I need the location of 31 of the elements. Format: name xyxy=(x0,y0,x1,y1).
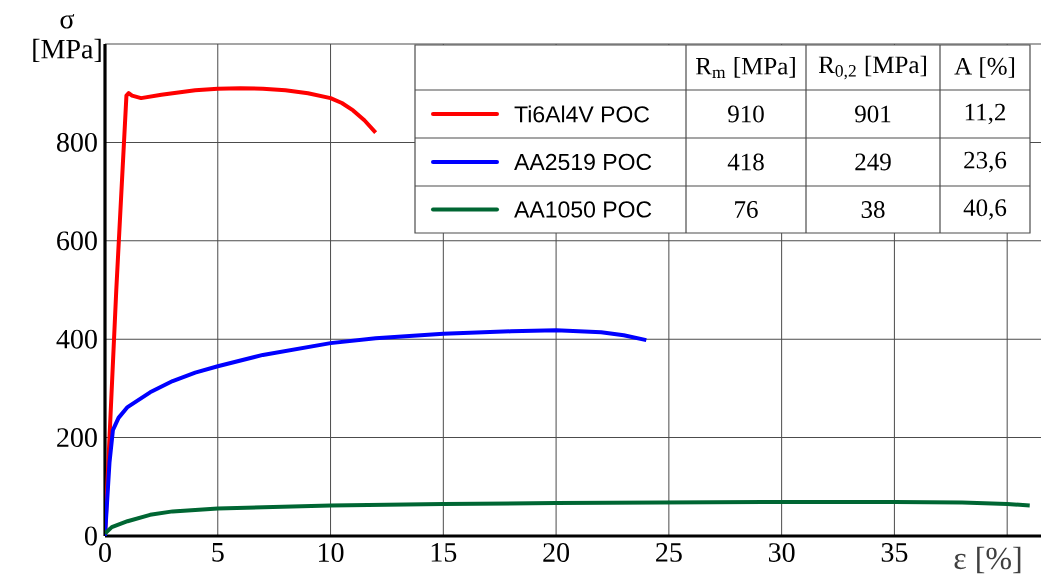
annotation: 418 xyxy=(727,153,764,171)
annotation: 11,2 xyxy=(965,103,1006,125)
annotation: 901 xyxy=(855,105,891,123)
y-tick-label: 0 xyxy=(85,526,97,546)
y-axis-title: σ [MPa] xyxy=(33,13,101,63)
legend-label: Ti6Al4V POC xyxy=(514,105,650,123)
x-tick-label: 10 xyxy=(318,543,344,562)
legend-label: AA2519 POC xyxy=(514,153,652,171)
x-tick-label: 15 xyxy=(431,543,457,562)
annotation: A [%] xyxy=(954,57,1015,78)
x-tick-label: 25 xyxy=(656,543,682,562)
y-tick-label: 800 xyxy=(57,132,97,152)
x-tick-label: 0 xyxy=(99,543,111,562)
y-tick-label: 200 xyxy=(57,428,97,448)
x-tick-label: 30 xyxy=(768,543,795,562)
annotation: 40,6 xyxy=(963,199,1007,220)
annotation: 76 xyxy=(735,201,758,218)
annotation: R$_{0,2}$ [MPa] xyxy=(818,55,926,80)
annotation: 23,6 xyxy=(964,151,1007,173)
x-tick-label: 35 xyxy=(881,543,908,562)
annotation: 38 xyxy=(861,201,885,218)
x-tick-label: 20 xyxy=(543,543,570,562)
line-series xyxy=(105,328,649,536)
annotation: R$_{m}$ [MPa] xyxy=(696,57,795,78)
annotation: 249 xyxy=(855,153,891,171)
x-axis-title: ε [%] xyxy=(954,546,1021,574)
x-tick-label: 5 xyxy=(212,543,224,562)
legend-label: AA1050 POC xyxy=(514,201,652,218)
y-tick-label: 600 xyxy=(57,231,97,251)
annotation: 910 xyxy=(728,105,764,123)
y-tick-label: 400 xyxy=(56,329,97,349)
